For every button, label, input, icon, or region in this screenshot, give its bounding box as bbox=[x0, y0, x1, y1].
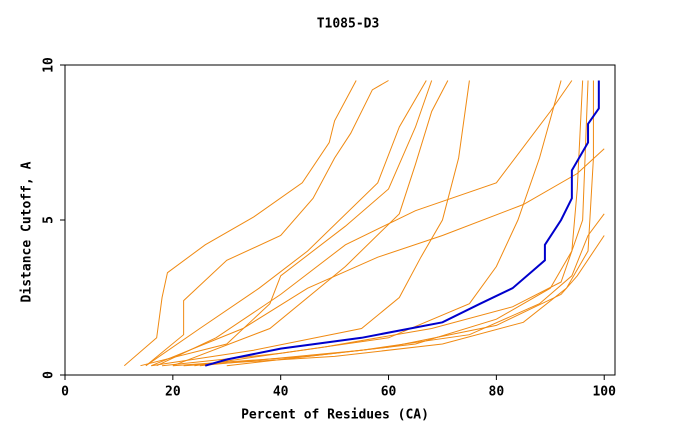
y-tick-label: 5 bbox=[42, 216, 57, 224]
x-tick-label: 60 bbox=[381, 385, 397, 400]
series-line bbox=[123, 80, 357, 367]
series-line bbox=[151, 80, 470, 367]
series-line bbox=[172, 80, 449, 367]
x-tick-label: 80 bbox=[489, 385, 505, 400]
y-tick-label: 0 bbox=[42, 371, 57, 379]
x-tick-label: 20 bbox=[165, 385, 181, 400]
x-tick-label: 100 bbox=[592, 385, 616, 400]
series-line bbox=[145, 80, 389, 367]
series-line bbox=[226, 235, 605, 367]
series-line bbox=[145, 80, 427, 367]
x-tick-label: 40 bbox=[273, 385, 289, 400]
series-line bbox=[183, 80, 594, 367]
series-line bbox=[140, 80, 433, 367]
series-line bbox=[199, 213, 605, 367]
y-tick-label: 10 bbox=[42, 57, 57, 73]
series-line bbox=[204, 80, 600, 367]
series-line bbox=[151, 148, 605, 367]
series-line bbox=[156, 80, 573, 367]
chart-title: T1085-D3 bbox=[317, 17, 380, 32]
series-line bbox=[194, 80, 589, 367]
x-axis-label: Percent of Residues (CA) bbox=[241, 408, 429, 423]
x-tick-label: 0 bbox=[61, 385, 69, 400]
y-axis-label: Distance Cutoff, A bbox=[20, 161, 35, 302]
